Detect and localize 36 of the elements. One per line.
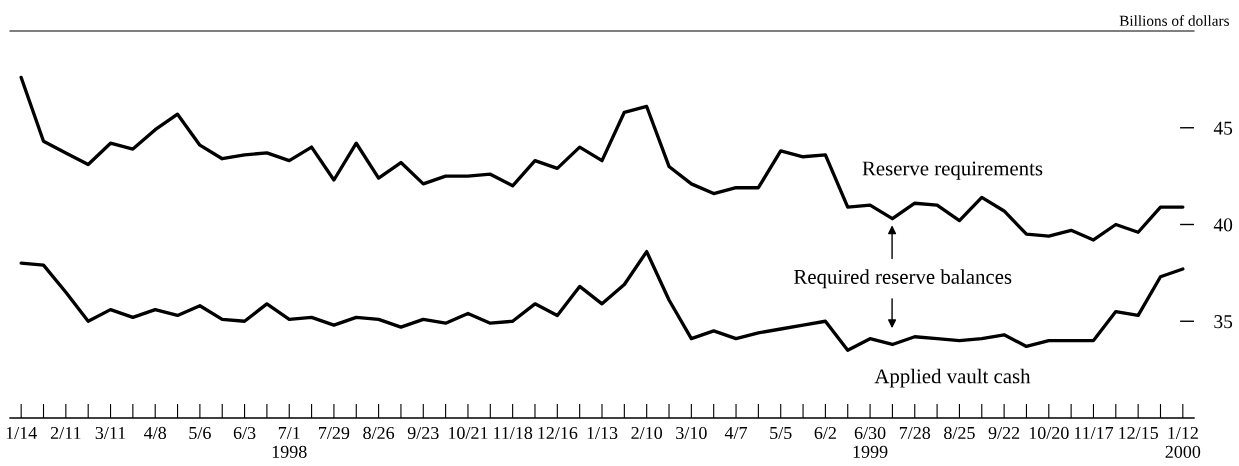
x-tick-label: 9/23 bbox=[407, 426, 439, 440]
series-label: Applied vault cash bbox=[874, 368, 1031, 388]
x-tick-label: 7/1 1998 bbox=[272, 426, 307, 458]
x-tick-label: 5/5 bbox=[770, 426, 792, 440]
x-tick-label: 6/3 bbox=[233, 426, 256, 440]
x-tick-label: 1/12 2000 bbox=[1165, 426, 1201, 458]
x-tick-label: 8/26 bbox=[363, 426, 395, 440]
x-tick-label: 4/7 bbox=[724, 426, 748, 440]
y-tick-label: 40 bbox=[1213, 218, 1233, 232]
x-tick-label: 11/17 bbox=[1074, 426, 1114, 440]
x-tick-label: 12/15 bbox=[1119, 426, 1159, 440]
x-tick-label: 3/11 bbox=[95, 426, 126, 440]
x-tick-label: 10/20 bbox=[1029, 426, 1069, 440]
x-tick-label: 5/6 bbox=[189, 426, 211, 440]
x-tick-label: 6/30 1999 bbox=[853, 426, 888, 458]
x-tick-label: 2/10 bbox=[631, 426, 663, 440]
y-tick-label: 45 bbox=[1213, 121, 1233, 135]
series-label: Reserve requirements bbox=[862, 161, 1043, 180]
x-tick-label: 10/21 bbox=[448, 426, 488, 440]
x-tick-label: 7/29 bbox=[319, 426, 350, 440]
y-tick-label: 35 bbox=[1214, 315, 1233, 329]
x-tick-label: 8/25 bbox=[944, 426, 975, 440]
x-tick-label: 1/13 bbox=[587, 426, 618, 440]
x-tick-label: 2/11 bbox=[50, 426, 81, 440]
x-tick-label: 3/10 bbox=[676, 426, 707, 440]
y-axis-title: Billions of dollars bbox=[1119, 15, 1229, 26]
annotation: Required reserve balances bbox=[794, 269, 1012, 289]
x-tick-label: 1/14 bbox=[6, 426, 37, 440]
x-tick-label: 4/8 bbox=[144, 426, 167, 440]
line-series bbox=[19, 249, 1185, 352]
line-series bbox=[19, 75, 1185, 242]
x-tick-label: 7/28 bbox=[899, 426, 931, 440]
x-tick-label: 9/22 bbox=[988, 426, 1020, 440]
x-tick-label: 12/16 bbox=[538, 426, 578, 440]
x-tick-label: 11/18 bbox=[494, 426, 533, 440]
x-tick-label: 6/2 bbox=[814, 426, 836, 440]
